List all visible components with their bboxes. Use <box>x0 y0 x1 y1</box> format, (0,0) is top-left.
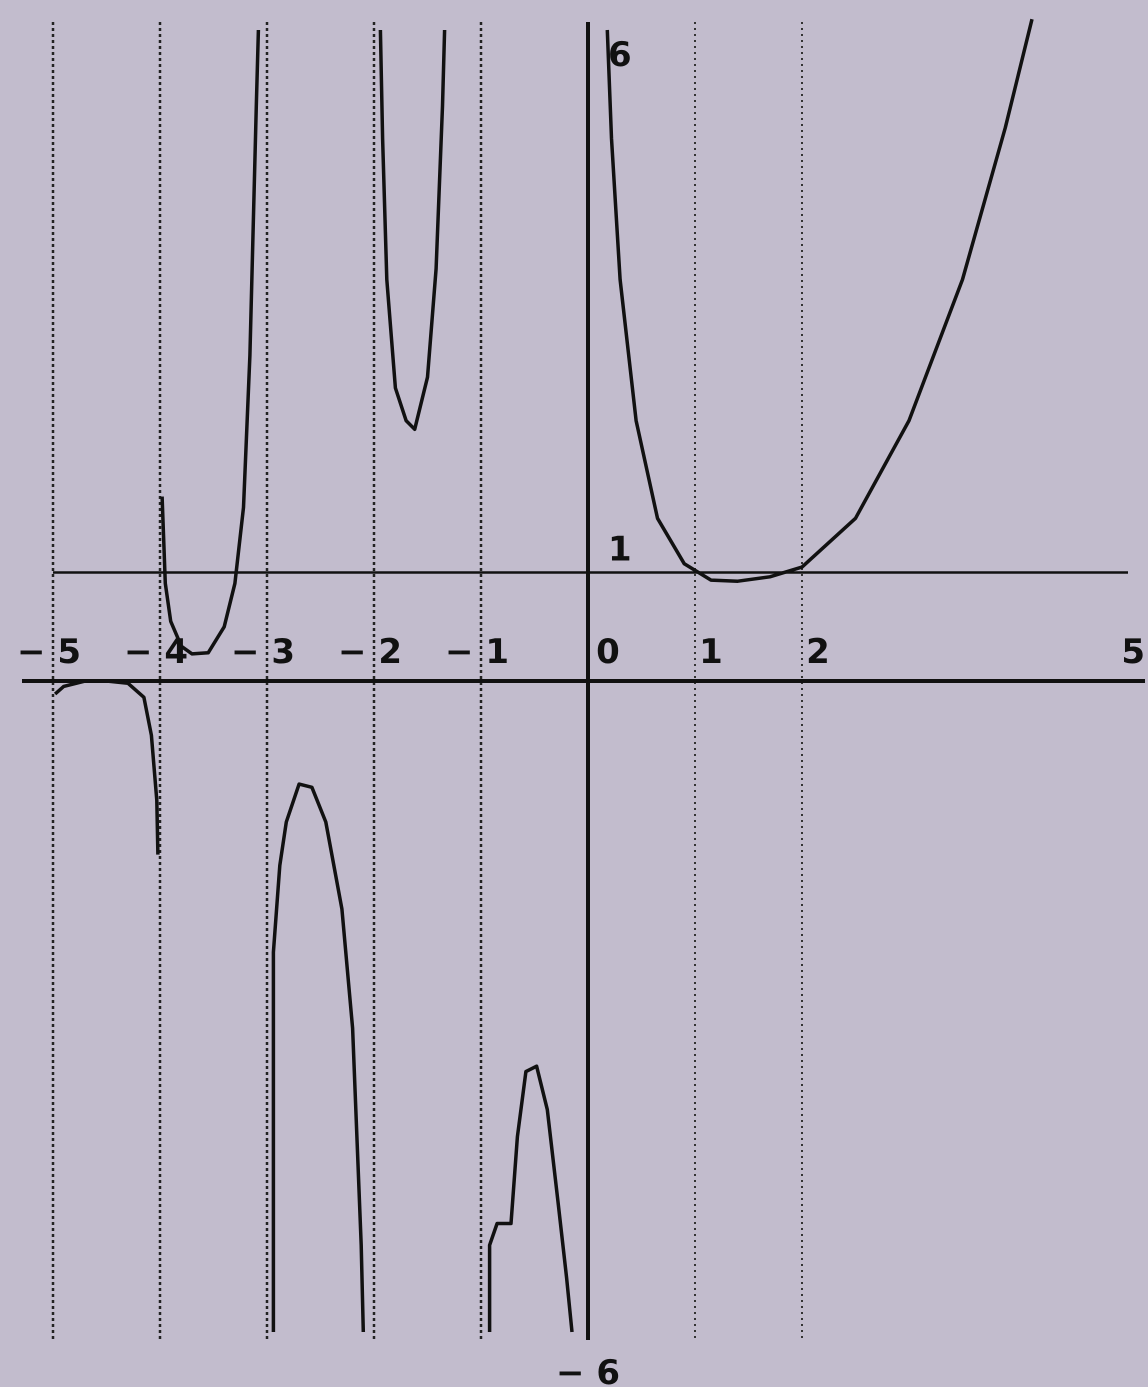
x-tick-label: 5 <box>1121 632 1145 672</box>
x-tick-label: 1 <box>699 632 723 672</box>
curve-branches <box>53 18 1034 1333</box>
y-tick-label: − 6 <box>556 1353 620 1387</box>
curve-branch-5 <box>605 18 1034 583</box>
curve-branch-3 <box>378 29 447 432</box>
x-tick-label: 2 <box>806 632 830 672</box>
curve-branch-4 <box>487 1064 574 1333</box>
x-tick-label: − 2 <box>338 632 402 672</box>
y-tick-label: 6 <box>608 35 632 75</box>
x-tick-label: − 5 <box>17 632 81 672</box>
curve-branch-1 <box>160 29 261 656</box>
x-tick-label: − 3 <box>231 632 295 672</box>
curve-branch-0 <box>53 679 160 855</box>
y-tick-label: 1 <box>608 530 632 570</box>
curve-branch-2 <box>271 782 366 1333</box>
x-tick-label: 0 <box>596 632 620 672</box>
axes <box>22 22 1145 1340</box>
x-tick-label: − 1 <box>445 632 509 672</box>
x-tick-label: − 4 <box>124 632 188 672</box>
tick-labels: − 5 − 4 − 3 − 2 − 1 0 1 2 5 6 1 − 6 <box>17 35 1145 1387</box>
